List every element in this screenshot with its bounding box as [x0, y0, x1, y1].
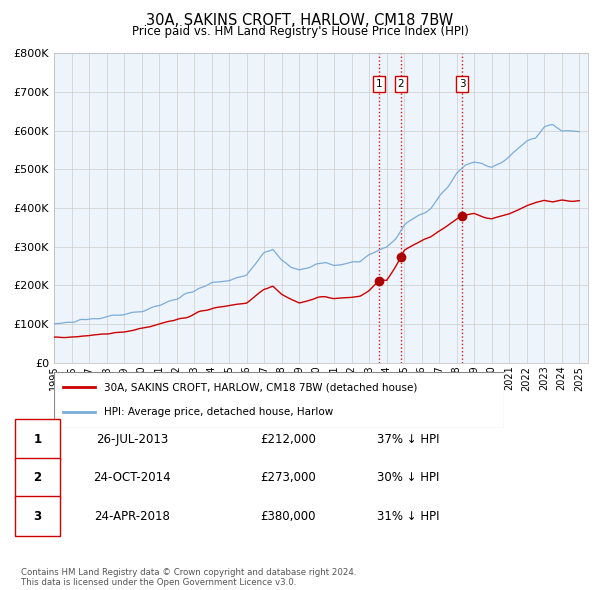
- Text: 30% ↓ HPI: 30% ↓ HPI: [377, 471, 439, 484]
- Text: Price paid vs. HM Land Registry's House Price Index (HPI): Price paid vs. HM Land Registry's House …: [131, 25, 469, 38]
- Text: 3: 3: [34, 510, 41, 523]
- Text: 1: 1: [376, 79, 382, 89]
- Text: 37% ↓ HPI: 37% ↓ HPI: [377, 433, 439, 446]
- Text: 30A, SAKINS CROFT, HARLOW, CM18 7BW (detached house): 30A, SAKINS CROFT, HARLOW, CM18 7BW (det…: [104, 382, 417, 392]
- Text: 24-APR-2018: 24-APR-2018: [94, 510, 170, 523]
- FancyBboxPatch shape: [54, 372, 504, 428]
- Text: 2: 2: [34, 471, 41, 484]
- Text: £273,000: £273,000: [260, 471, 316, 484]
- Text: 30A, SAKINS CROFT, HARLOW, CM18 7BW: 30A, SAKINS CROFT, HARLOW, CM18 7BW: [146, 13, 454, 28]
- Text: 2: 2: [398, 79, 404, 89]
- Text: £380,000: £380,000: [260, 510, 316, 523]
- Text: 26-JUL-2013: 26-JUL-2013: [96, 433, 168, 446]
- Text: £212,000: £212,000: [260, 433, 316, 446]
- Text: 24-OCT-2014: 24-OCT-2014: [93, 471, 171, 484]
- Text: 1: 1: [34, 433, 41, 446]
- Text: 3: 3: [459, 79, 466, 89]
- Text: 31% ↓ HPI: 31% ↓ HPI: [377, 510, 439, 523]
- Text: Contains HM Land Registry data © Crown copyright and database right 2024.
This d: Contains HM Land Registry data © Crown c…: [21, 568, 356, 587]
- Text: HPI: Average price, detached house, Harlow: HPI: Average price, detached house, Harl…: [104, 407, 333, 417]
